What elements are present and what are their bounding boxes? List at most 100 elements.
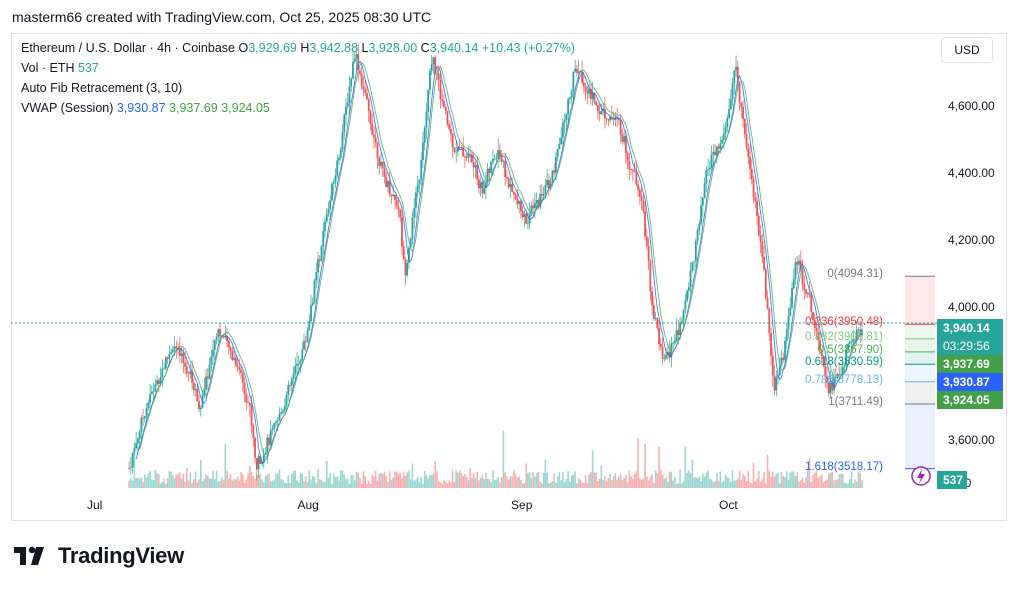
- candle-body: [535, 200, 538, 204]
- volume-bar: [632, 478, 634, 488]
- volume-bar: [250, 471, 253, 488]
- volume-bar: [497, 476, 499, 488]
- candle-body: [427, 89, 430, 112]
- volume-bar: [275, 474, 277, 488]
- volume-bar: [254, 478, 256, 488]
- candle-body: [833, 377, 835, 391]
- candle-body: [341, 132, 344, 150]
- candle-body: [327, 209, 330, 215]
- volume-bar: [803, 482, 806, 488]
- change-value: +10.43 (+0.27%): [481, 41, 575, 55]
- candle-body: [191, 370, 193, 383]
- fib-level-label: 1.618(3518.17): [804, 460, 883, 473]
- volume-bar: [838, 474, 841, 488]
- candle-body: [572, 71, 575, 92]
- volume-bar: [152, 480, 155, 488]
- volume-bar: [504, 471, 506, 488]
- volume-bar: [738, 470, 741, 488]
- candle-body: [675, 330, 678, 341]
- candle-body: [581, 71, 584, 83]
- volume-badge: 537: [937, 471, 967, 489]
- vwap-lower-value: 3,924.05: [221, 101, 270, 115]
- fib-zone: [905, 276, 935, 325]
- volume-bar: [287, 475, 290, 488]
- volume-bar: [555, 482, 557, 488]
- volume-bar: [329, 472, 332, 488]
- candle-body: [761, 241, 764, 257]
- candle-body: [533, 203, 536, 209]
- volume-bar: [806, 470, 809, 488]
- candle-body: [770, 333, 772, 356]
- volume-bar: [450, 482, 452, 488]
- fib-level-label: 0.382(3906.81): [804, 330, 883, 343]
- tradingview-logo: TradingView: [12, 543, 184, 569]
- volume-bar: [756, 478, 758, 488]
- volume-bar: [593, 472, 596, 488]
- volume-bar: [227, 478, 230, 488]
- candle-body: [775, 377, 778, 391]
- volume-bar: [663, 478, 666, 488]
- volume-bar: [221, 477, 223, 488]
- volume-bar: [315, 482, 318, 488]
- volume-bar: [369, 483, 372, 488]
- candle-body: [777, 375, 779, 378]
- candle-body: [698, 223, 701, 230]
- candle-body: [234, 357, 237, 367]
- candles[interactable]: [128, 43, 863, 481]
- candle-body: [294, 365, 297, 374]
- candle-body: [514, 193, 517, 199]
- fib-retracement[interactable]: [905, 275, 935, 470]
- volume-bar: [406, 472, 409, 488]
- candle-body: [383, 168, 386, 177]
- volume-bar: [646, 476, 648, 488]
- candle-body: [584, 86, 587, 92]
- candle-body: [619, 120, 622, 135]
- volume-bar: [304, 476, 307, 488]
- volume-bar: [411, 463, 414, 488]
- candle-body: [254, 437, 256, 458]
- volume-bar: [757, 470, 760, 488]
- volume-bar: [201, 481, 204, 488]
- volume-bar: [714, 481, 716, 488]
- volume-bar: [325, 460, 328, 488]
- candle-body: [241, 373, 244, 383]
- candle-body: [128, 467, 130, 469]
- fib-legend[interactable]: Auto Fib Retracement (3, 10): [21, 81, 182, 95]
- volume-bar: [549, 482, 552, 488]
- volume-bar: [693, 477, 695, 488]
- volume-bar: [845, 483, 848, 488]
- candle-body: [799, 260, 802, 269]
- volume-bar: [486, 478, 489, 488]
- candle-body: [212, 349, 214, 357]
- candle-body: [679, 323, 681, 336]
- candle-body: [138, 432, 141, 440]
- fib-level-label: 0.236(3950.48): [804, 316, 883, 329]
- candle-body: [406, 262, 409, 276]
- vwap-legend[interactable]: VWAP (Session) 3,930.87 3,937.69 3,924.0…: [21, 101, 270, 115]
- volume-bar: [514, 474, 517, 488]
- currency-button[interactable]: USD: [941, 37, 993, 63]
- y-tick-label: 4,600.00: [948, 99, 995, 114]
- candle-body: [261, 461, 263, 464]
- volume-bar: [784, 477, 786, 488]
- volume-bar: [154, 470, 157, 488]
- candle-body: [311, 302, 314, 306]
- volume-value: 537: [77, 61, 99, 75]
- volume-bar: [525, 463, 527, 488]
- volume-bar: [778, 483, 781, 488]
- candle-body: [747, 148, 750, 157]
- volume-bar: [432, 473, 435, 488]
- symbol-legend[interactable]: Ethereum / U.S. Dollar · 4h · Coinbase O…: [21, 41, 575, 55]
- volume-legend[interactable]: Vol · ETH 537: [21, 61, 99, 75]
- candle-body: [656, 318, 659, 329]
- volume-bar: [327, 477, 330, 488]
- volume-bar: [621, 480, 624, 488]
- low-value: 3,928.00: [368, 41, 418, 55]
- replay-icon[interactable]: [911, 466, 931, 486]
- candle-body: [264, 452, 267, 455]
- volume-bar: [826, 479, 828, 488]
- volume-bar: [771, 471, 774, 488]
- volume-bar: [341, 470, 344, 488]
- volume-bar: [780, 471, 783, 488]
